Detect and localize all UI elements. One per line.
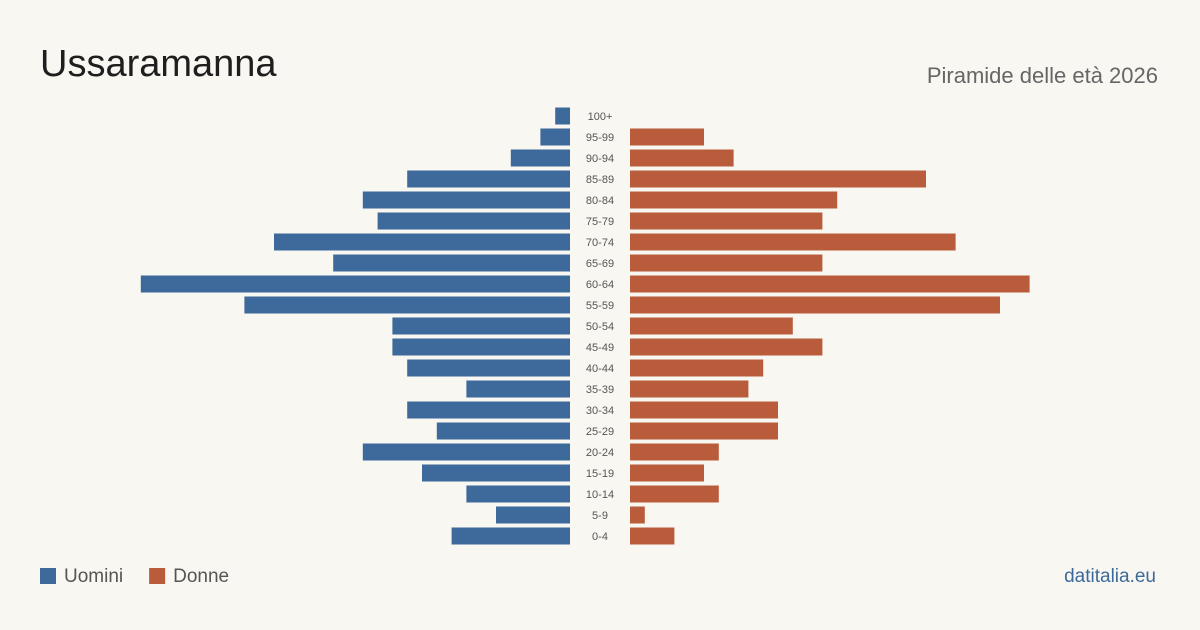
age-label: 65-69 <box>586 258 614 270</box>
bar <box>630 128 704 146</box>
bar <box>407 401 570 419</box>
age-label: 75-79 <box>586 216 614 228</box>
age-label: 0-4 <box>592 531 608 543</box>
bar <box>630 401 778 419</box>
bar <box>630 254 823 272</box>
bar <box>274 233 570 251</box>
bar <box>422 464 570 482</box>
age-label: 15-19 <box>586 468 614 480</box>
age-label: 30-34 <box>586 405 614 417</box>
bar <box>451 527 570 545</box>
age-label: 25-29 <box>586 426 614 438</box>
bar <box>630 359 764 377</box>
bar <box>333 254 570 272</box>
age-label: 5-9 <box>592 510 608 522</box>
legend-label: Uomini <box>64 566 123 587</box>
age-label: 85-89 <box>586 174 614 186</box>
age-label: 60-64 <box>586 279 614 291</box>
bar <box>630 464 704 482</box>
age-label: 45-49 <box>586 342 614 354</box>
bar <box>140 275 571 293</box>
bar <box>630 191 838 209</box>
bar <box>466 485 570 503</box>
bar <box>496 506 570 524</box>
age-label: 50-54 <box>586 321 614 333</box>
bar <box>510 149 570 167</box>
bar <box>540 128 570 146</box>
chart-subtitle: Piramide delle età 2026 <box>927 63 1158 88</box>
age-label: 20-24 <box>586 447 614 459</box>
bar <box>630 422 778 440</box>
age-label: 35-39 <box>586 384 614 396</box>
bar <box>630 317 793 335</box>
bar <box>362 191 570 209</box>
bar <box>377 212 570 230</box>
chart-title: Ussaramanna <box>40 43 277 85</box>
legend-swatch <box>149 568 166 584</box>
bar <box>630 170 926 188</box>
age-label: 100+ <box>588 111 613 123</box>
age-label: 40-44 <box>586 363 614 375</box>
age-label: 80-84 <box>586 195 614 207</box>
legend-label: Donne <box>173 566 229 587</box>
bar <box>630 380 749 398</box>
legend-swatch <box>40 568 56 584</box>
bar <box>630 485 719 503</box>
age-label: 70-74 <box>586 237 614 249</box>
bar <box>392 317 570 335</box>
bar <box>555 107 570 125</box>
bar <box>630 338 823 356</box>
bar <box>630 149 734 167</box>
age-label: 90-94 <box>586 153 614 165</box>
bar <box>630 296 1000 314</box>
bar <box>244 296 570 314</box>
bar <box>630 233 956 251</box>
bar <box>630 443 719 461</box>
bar <box>630 506 645 524</box>
age-label: 95-99 <box>586 132 614 144</box>
bar <box>392 338 570 356</box>
bar <box>630 275 1030 293</box>
bar <box>630 212 823 230</box>
bar <box>407 359 570 377</box>
bar <box>362 443 570 461</box>
bar <box>436 422 570 440</box>
age-label: 10-14 <box>586 489 614 501</box>
age-label: 55-59 <box>586 300 614 312</box>
bar <box>630 527 675 545</box>
bar <box>466 380 570 398</box>
bar <box>407 170 570 188</box>
source-link[interactable]: datitalia.eu <box>1064 566 1156 587</box>
